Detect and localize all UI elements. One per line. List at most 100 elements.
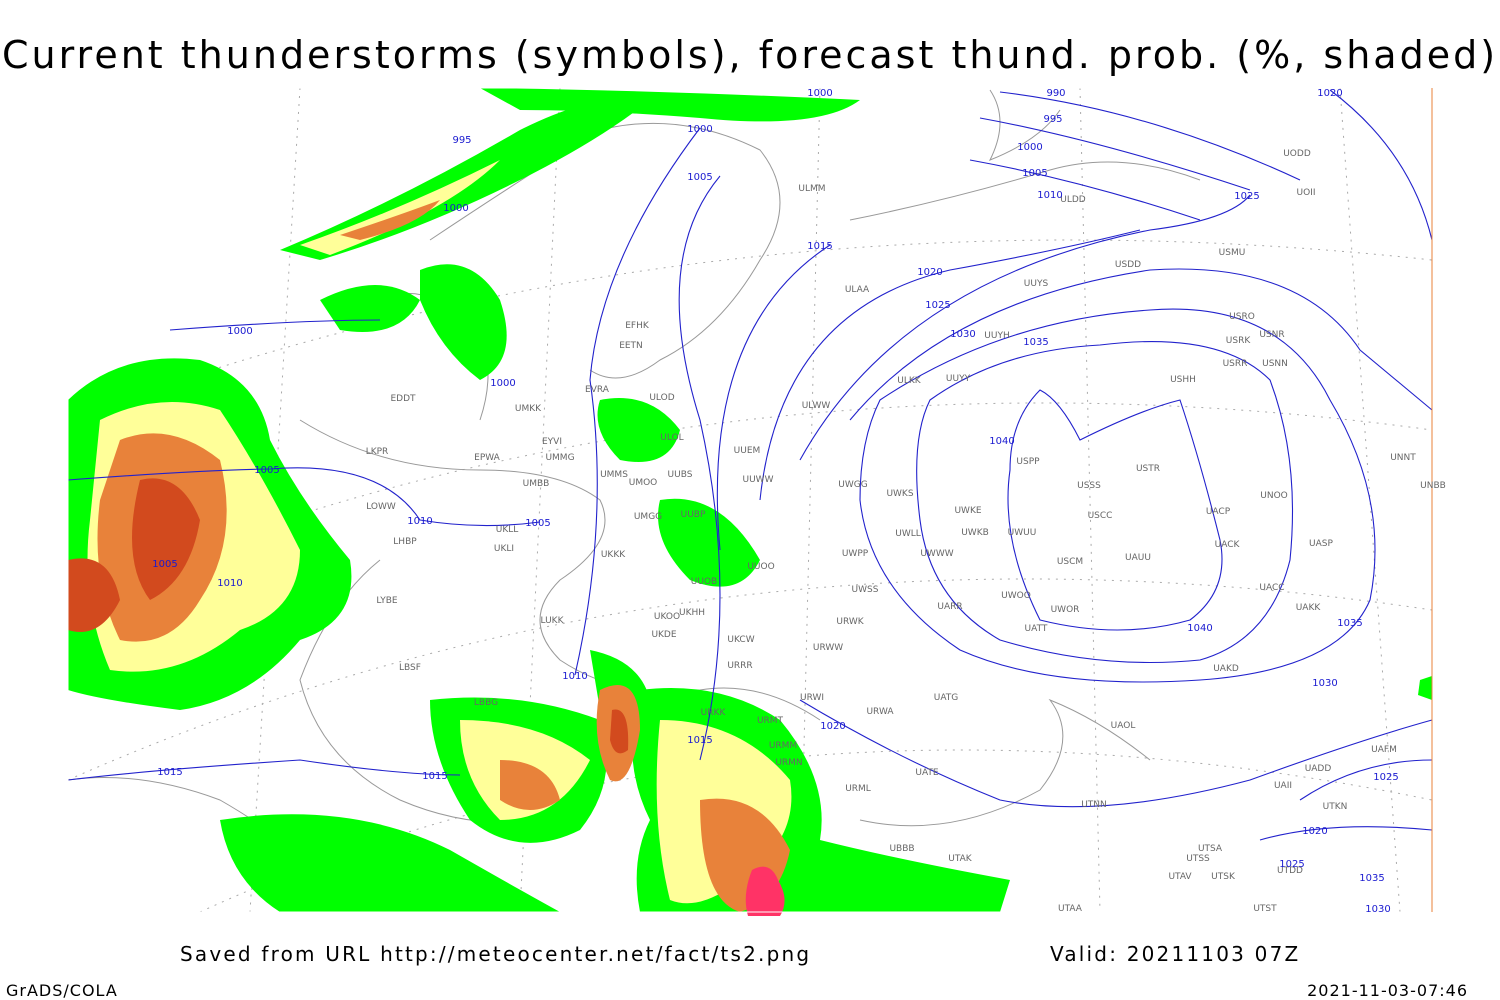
station-code: UUOB — [691, 577, 717, 587]
isobar-label: 1005 — [152, 559, 177, 570]
station-code: ULAA — [845, 285, 870, 295]
isobar-label: 1015 — [687, 735, 712, 746]
station-code: USRO — [1229, 312, 1255, 322]
station-code: UTAK — [948, 854, 973, 864]
thunderstorm-probability-shading — [68, 88, 1432, 916]
isobar-label: 1000 — [490, 378, 515, 389]
isobar-label: 1000 — [687, 124, 712, 135]
station-code: EYVI — [542, 437, 562, 447]
station-code: UAFM — [1371, 745, 1397, 755]
station-code: UKLL — [496, 525, 519, 535]
isobar-label: 1000 — [1017, 142, 1042, 153]
station-code: LKPR — [366, 447, 389, 457]
isobar-label: 1015 — [422, 771, 447, 782]
isobar-label: 1015 — [807, 241, 832, 252]
station-code: UKCW — [727, 635, 754, 645]
station-code: URKK — [701, 708, 727, 718]
isobar-label: 1010 — [562, 671, 587, 682]
isobar-label: 1010 — [217, 578, 242, 589]
station-code: UWKS — [886, 489, 913, 499]
station-code: UTST — [1253, 904, 1277, 914]
station-code: UWOR — [1051, 605, 1080, 615]
station-code: URWW — [813, 643, 843, 653]
isobar-label: 990 — [1046, 88, 1065, 99]
station-code: UKLI — [494, 544, 514, 554]
station-code: USRR — [1223, 359, 1248, 369]
station-code: UUBS — [668, 470, 693, 480]
station-code: UTAA — [1058, 904, 1083, 914]
isobar-label: 1020 — [917, 267, 942, 278]
isobar-label: 1030 — [950, 329, 975, 340]
station-code: URML — [845, 784, 871, 794]
isobar-label: 1030 — [1365, 904, 1390, 915]
station-code: UTKN — [1323, 802, 1348, 812]
station-code: UACK — [1215, 540, 1241, 550]
isobar-label: 1025 — [1234, 191, 1259, 202]
isobar-label: 1005 — [687, 172, 712, 183]
station-code: UKKK — [601, 550, 626, 560]
station-code: UBBB — [889, 844, 914, 854]
timestamp: 2021-11-03-07:46 — [1307, 981, 1468, 1000]
isobar-label: 1005 — [1022, 168, 1047, 179]
station-code: UODD — [1283, 149, 1311, 159]
station-code: UWKB — [961, 528, 989, 538]
station-code: USNR — [1259, 330, 1284, 340]
station-code: UWLL — [895, 529, 921, 539]
station-code: UARR — [937, 602, 962, 612]
station-code: UAKK — [1296, 603, 1322, 613]
station-code: ULMM — [798, 184, 825, 194]
isobar-label: 1000 — [807, 88, 832, 99]
station-code: UTNN — [1081, 800, 1107, 810]
station-code: ULWW — [802, 401, 831, 411]
station-code: ULKK — [897, 376, 922, 386]
thunderstorm-symbols — [745, 866, 785, 916]
station-code: USSS — [1077, 481, 1101, 491]
station-code: USMU — [1219, 248, 1246, 258]
isobar-label: 1040 — [989, 436, 1014, 447]
station-code: UAII — [1274, 781, 1292, 791]
isobar-label: 995 — [452, 135, 471, 146]
isobar-label: 1025 — [1279, 859, 1304, 870]
station-code: UTSK — [1211, 872, 1236, 882]
station-code: UMBB — [523, 479, 550, 489]
valid-time: Valid: 20211103 07Z — [1050, 942, 1300, 966]
station-code: UUEM — [734, 446, 761, 456]
station-code: UKHH — [679, 608, 705, 618]
station-code: UNOO — [1260, 491, 1288, 501]
station-code: ULOL — [660, 433, 683, 443]
station-code: USHH — [1170, 375, 1196, 385]
station-code: UWOO — [1001, 591, 1031, 601]
station-code: UUOO — [747, 562, 774, 572]
station-code: EVRA — [585, 385, 610, 395]
station-code: EPWA — [474, 453, 501, 463]
station-code: UWWW — [920, 549, 953, 559]
station-code: URMN — [775, 758, 802, 768]
isobar-label: 1035 — [1337, 618, 1362, 629]
station-code: UWPP — [842, 549, 869, 559]
station-code: UWUU — [1008, 528, 1037, 538]
title: Current thunderstorms (symbols), forecas… — [2, 33, 1498, 77]
isobar-label: 1010 — [407, 516, 432, 527]
isobars — [67, 89, 1433, 841]
station-code: UATG — [934, 693, 959, 703]
station-code: LUKK — [541, 616, 565, 626]
station-code: UWGG — [838, 480, 867, 490]
station-code: UUYS — [1024, 279, 1049, 289]
station-code: UUBP — [681, 510, 706, 520]
station-code: USCM — [1057, 557, 1083, 567]
station-code: UACC — [1259, 583, 1284, 593]
station-code: URMM — [769, 741, 797, 751]
station-code: UMMG — [545, 453, 574, 463]
isobar-label: 1015 — [157, 767, 182, 778]
station-code: UNNT — [1390, 453, 1416, 463]
station-code: ULOD — [649, 393, 674, 403]
station-code: UNBB — [1420, 481, 1446, 491]
station-code: UAOL — [1111, 721, 1136, 731]
station-code: UMGG — [634, 512, 662, 522]
station-code: URWI — [800, 693, 824, 703]
station-code: UTAV — [1168, 872, 1192, 882]
station-code: URRR — [727, 661, 752, 671]
station-code: UTDD — [1277, 866, 1303, 876]
station-code: EFHK — [625, 321, 650, 331]
